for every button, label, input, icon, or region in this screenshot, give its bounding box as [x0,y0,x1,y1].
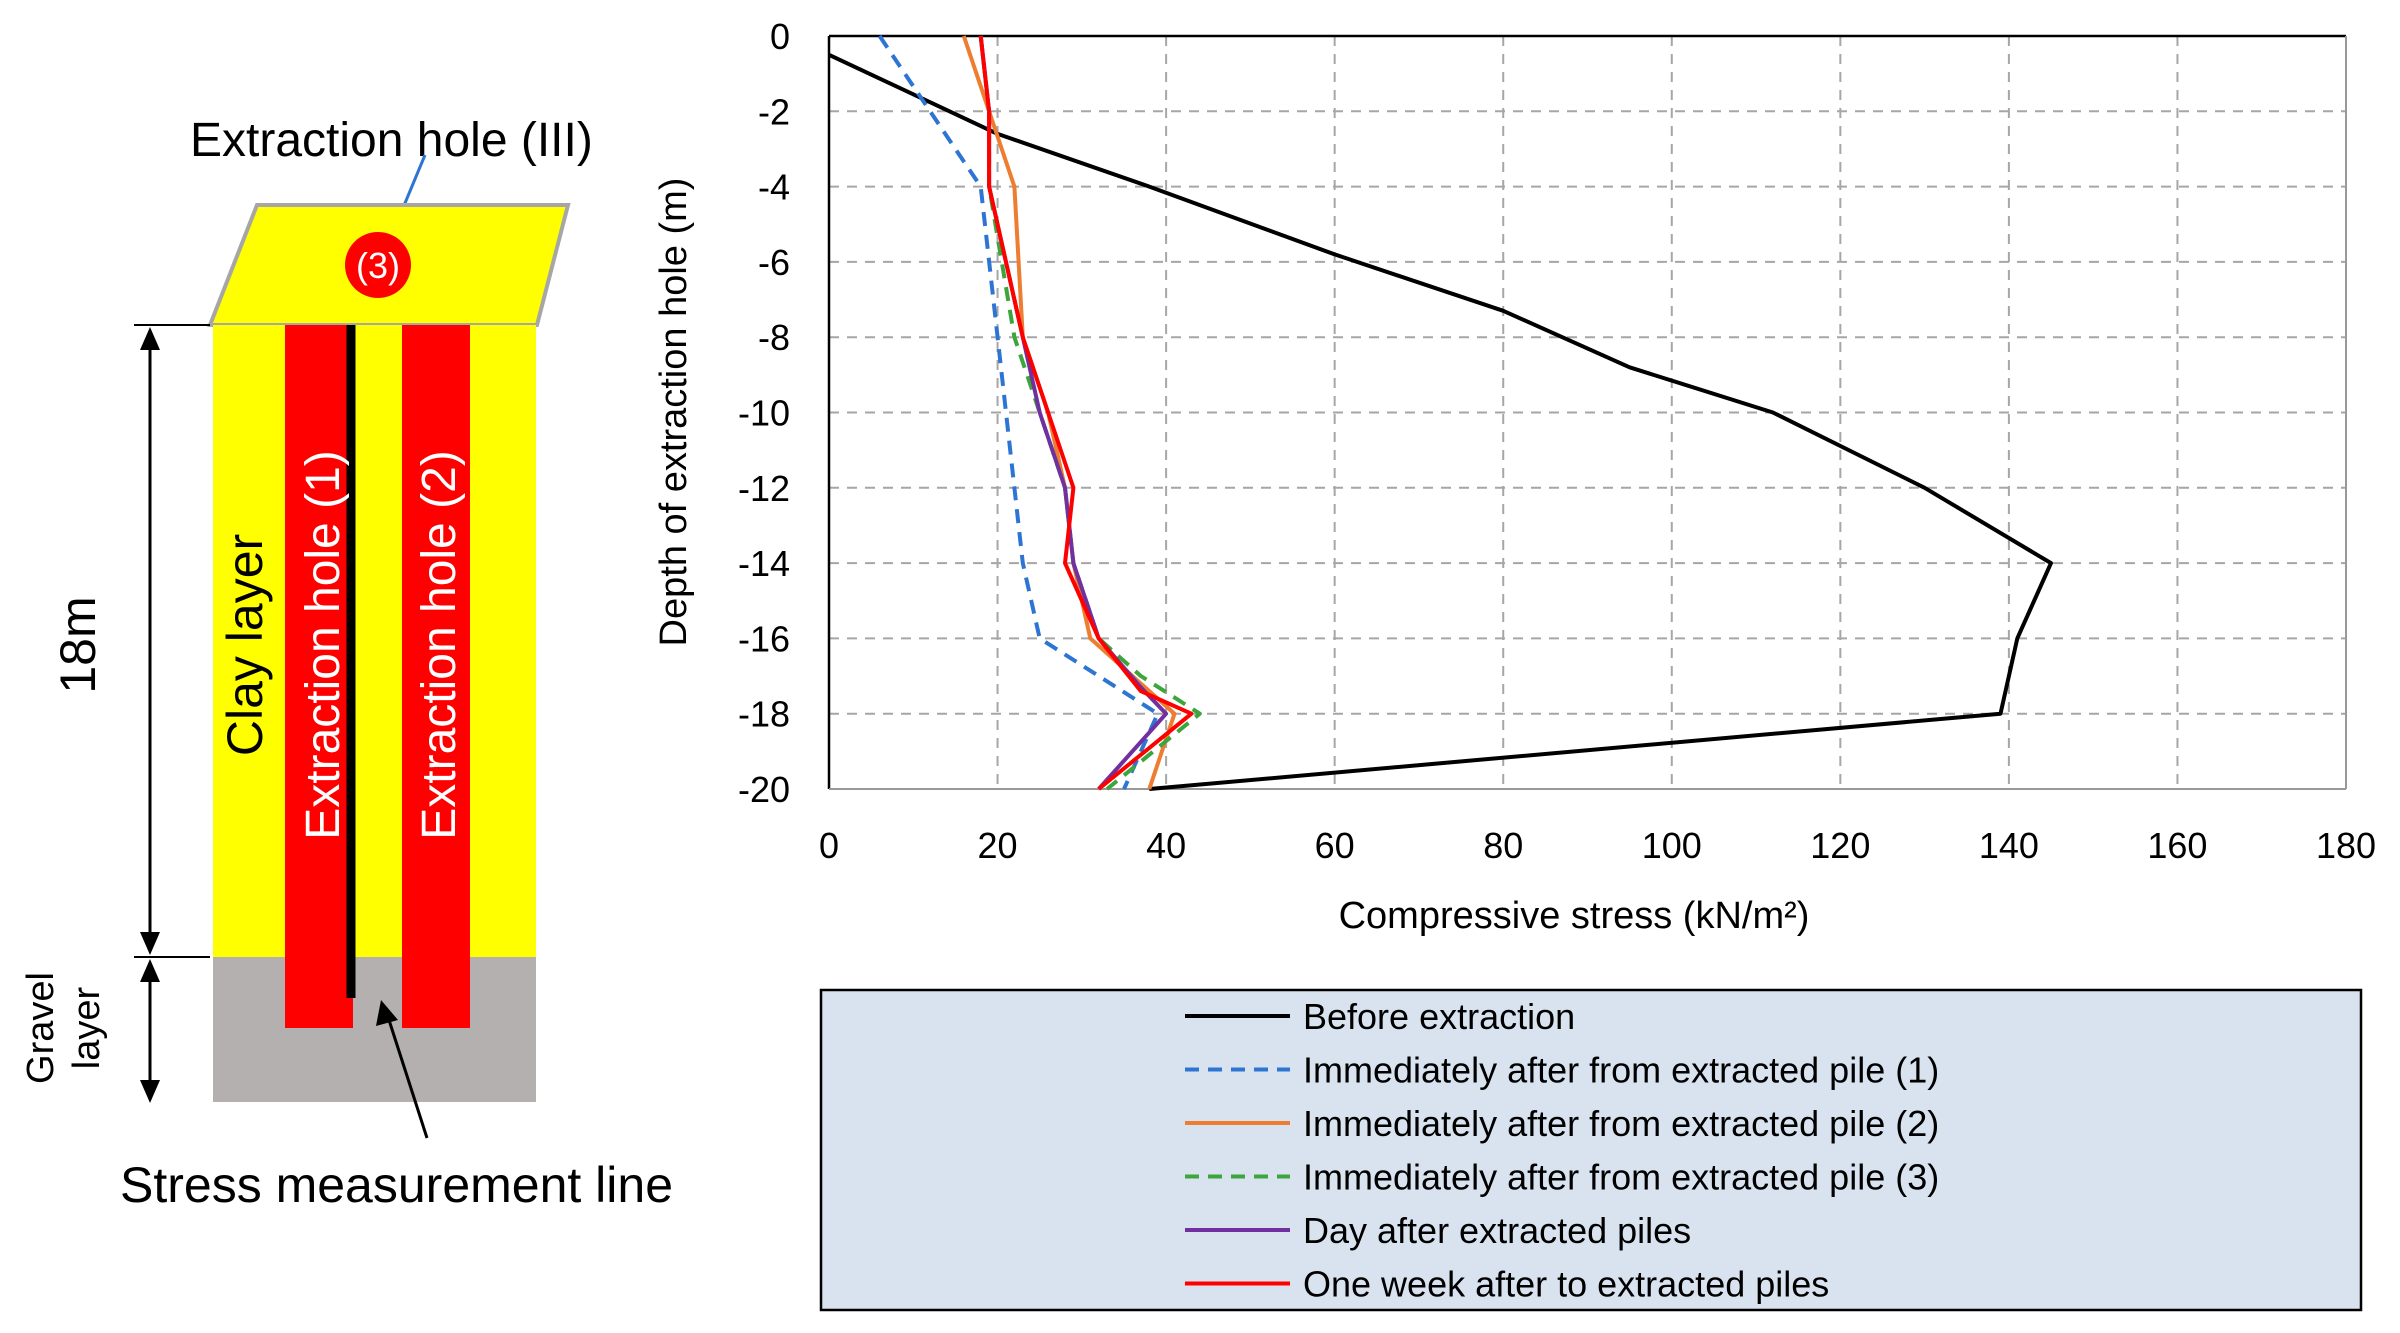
x-tick-label: 180 [2316,825,2376,866]
x-tick-label: 40 [1146,825,1186,866]
x-axis-title: Compressive stress (kN/m²) [1339,895,1810,937]
y-tick-label: -16 [738,618,790,659]
y-tick-label: -12 [738,468,790,509]
x-tick-label: 80 [1483,825,1523,866]
y-tick-label: -8 [758,317,790,358]
legend-label-5: Day after extracted piles [1303,1210,1691,1251]
legend: Before extraction Immediately after from … [1185,996,1939,1305]
depth-arrow-up [140,327,160,350]
hole1-label: Extraction hole (1) [297,450,350,840]
y-tick-label: -2 [758,91,790,132]
hole3-title: Extraction hole (III) [190,114,593,167]
hole3-marker [345,232,411,298]
series-line-2 [877,34,1160,790]
measurement-label: Stress measurement line [120,1157,673,1213]
measurement-leader-line [387,1019,429,1139]
gravel-arrow-up [140,959,160,982]
clay-layer-label: Clay layer [217,534,273,756]
hole3-marker-label: (3) [356,245,400,286]
legend-box [819,988,2363,1312]
y-tick-labels: 0 -2 -4 -6 -8 -10 -12 -14 -16 -18 -20 [738,16,790,810]
series-line-1 [828,52,2053,791]
gravel-label-line1: Gravel [20,972,62,1084]
clay-layer [213,325,536,957]
y-axis-title: Depth of extraction hole (m) [653,178,695,647]
legend-label-1: Before extraction [1303,996,1575,1037]
x-tick-label: 0 [819,825,839,866]
y-tick-label: -6 [758,242,790,283]
extraction-hole-1 [285,325,353,1028]
grid [829,36,2346,789]
y-tick-label: -18 [738,694,790,735]
y-tick-label: -4 [758,167,790,208]
hole2-label: Extraction hole (2) [413,450,466,840]
x-tick-label: 120 [1810,825,1870,866]
legend-label-2: Immediately after from extracted pile (1… [1303,1050,1939,1091]
legend-label-4: Immediately after from extracted pile (3… [1303,1157,1939,1198]
gravel-arrow-down [140,1080,160,1103]
y-tick-label: -14 [738,543,790,584]
x-tick-label: 60 [1315,825,1355,866]
gravel-label-line2: layer [66,986,108,1069]
series-line-6 [978,35,1194,791]
chart: 0 20 40 60 80 100 120 140 160 180 0 -2 -4 -6 -8 -10 -12… [653,16,2376,1312]
x-tick-label: 100 [1642,825,1702,866]
x-tick-label: 20 [978,825,1018,866]
y-tick-label: -10 [738,393,790,434]
legend-label-3: Immediately after from extracted pile (2… [1303,1103,1939,1144]
y-tick-label: 0 [770,16,790,57]
schematic: Extraction hole (III) (3) Clay layer Ext… [20,114,673,1213]
axes [827,34,2347,790]
legend-label-6: One week after to extracted piles [1303,1264,1829,1305]
x-tick-labels: 0 20 40 60 80 100 120 140 160 180 [819,825,2376,866]
y-tick-label: -20 [738,769,790,810]
depth-label: 18m [50,596,106,693]
gravel-layer [213,957,536,1102]
measurement-arrowhead [376,1000,398,1026]
depth-arrow-down [140,932,160,955]
x-tick-label: 140 [1979,825,2039,866]
extraction-hole-2 [402,325,470,1028]
series-lines [828,34,2053,791]
x-tick-label: 160 [2147,825,2207,866]
